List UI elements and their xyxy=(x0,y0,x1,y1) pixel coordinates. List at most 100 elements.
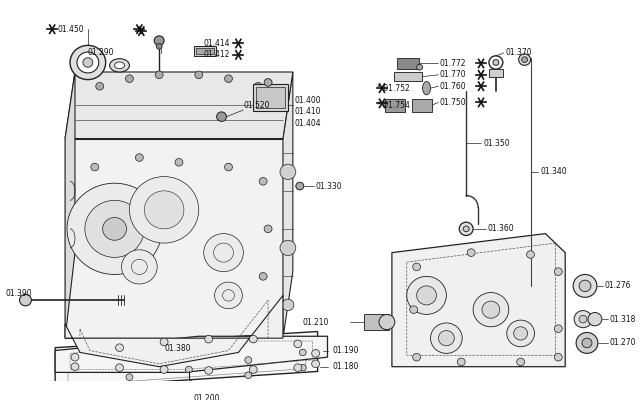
Circle shape xyxy=(160,366,168,373)
Polygon shape xyxy=(65,295,283,367)
Circle shape xyxy=(264,79,272,86)
Circle shape xyxy=(116,344,123,352)
Circle shape xyxy=(217,112,226,122)
Circle shape xyxy=(204,335,213,343)
Circle shape xyxy=(280,240,296,256)
Bar xyxy=(394,72,422,82)
Polygon shape xyxy=(65,72,293,138)
Circle shape xyxy=(184,384,194,393)
Text: 01.318: 01.318 xyxy=(610,315,636,324)
Circle shape xyxy=(204,367,213,374)
Text: 01.414: 01.414 xyxy=(204,39,230,48)
Circle shape xyxy=(431,323,462,353)
Circle shape xyxy=(129,176,199,243)
Bar xyxy=(489,69,503,77)
Text: * 01.754: * 01.754 xyxy=(377,101,410,110)
Circle shape xyxy=(269,100,277,107)
Circle shape xyxy=(264,225,272,233)
Bar xyxy=(397,58,419,69)
Circle shape xyxy=(249,366,257,373)
Circle shape xyxy=(407,276,446,314)
Polygon shape xyxy=(55,332,318,388)
Text: 01.410: 01.410 xyxy=(295,108,322,116)
Text: 01.190: 01.190 xyxy=(332,346,359,355)
Text: 01.412: 01.412 xyxy=(204,50,230,59)
Circle shape xyxy=(67,183,162,274)
Circle shape xyxy=(521,57,527,62)
Circle shape xyxy=(296,182,303,190)
Circle shape xyxy=(574,310,592,328)
Circle shape xyxy=(413,353,421,361)
Circle shape xyxy=(282,299,294,310)
Circle shape xyxy=(312,360,320,368)
Text: 01.404: 01.404 xyxy=(295,119,322,128)
Text: 01.520: 01.520 xyxy=(243,101,270,110)
Bar xyxy=(256,87,285,108)
Text: 01.450: 01.450 xyxy=(57,25,84,34)
Circle shape xyxy=(514,327,527,340)
Text: 01.200: 01.200 xyxy=(194,394,221,400)
Polygon shape xyxy=(392,234,565,367)
Circle shape xyxy=(493,60,499,65)
Circle shape xyxy=(245,372,252,378)
Circle shape xyxy=(71,363,79,370)
Circle shape xyxy=(144,191,184,229)
Circle shape xyxy=(439,330,455,346)
Text: 01.276: 01.276 xyxy=(605,281,631,290)
Circle shape xyxy=(126,374,133,380)
Polygon shape xyxy=(65,138,283,338)
Circle shape xyxy=(294,340,302,348)
Circle shape xyxy=(245,357,252,363)
Circle shape xyxy=(91,163,99,171)
Circle shape xyxy=(312,350,320,357)
Circle shape xyxy=(582,338,592,348)
Circle shape xyxy=(195,71,203,79)
Circle shape xyxy=(85,200,144,257)
Text: 01.760: 01.760 xyxy=(439,82,466,91)
Circle shape xyxy=(136,154,143,161)
Text: 01.400: 01.400 xyxy=(295,96,322,105)
Circle shape xyxy=(204,234,243,272)
Bar xyxy=(412,99,431,112)
Text: 01.772: 01.772 xyxy=(439,59,466,68)
Circle shape xyxy=(473,292,509,327)
Circle shape xyxy=(96,82,104,90)
Circle shape xyxy=(125,75,133,82)
Text: 01.210: 01.210 xyxy=(303,318,329,326)
Text: 01.360: 01.360 xyxy=(488,224,514,233)
Circle shape xyxy=(463,226,469,232)
Circle shape xyxy=(259,272,267,280)
Text: 01.750: 01.750 xyxy=(439,98,466,107)
Text: * 01.752: * 01.752 xyxy=(377,84,410,93)
Circle shape xyxy=(185,380,192,386)
Bar xyxy=(364,314,389,330)
Circle shape xyxy=(417,286,437,305)
Text: 01.370: 01.370 xyxy=(506,48,532,58)
Circle shape xyxy=(554,268,562,276)
Circle shape xyxy=(71,353,79,361)
Text: 01.290: 01.290 xyxy=(88,48,114,58)
Circle shape xyxy=(457,358,465,366)
Polygon shape xyxy=(55,336,327,372)
Circle shape xyxy=(576,332,598,353)
Bar xyxy=(253,84,288,111)
Circle shape xyxy=(116,364,123,372)
Text: 01.330: 01.330 xyxy=(316,182,342,190)
Text: 01.350: 01.350 xyxy=(483,139,510,148)
Circle shape xyxy=(126,385,133,392)
Circle shape xyxy=(103,218,127,240)
Polygon shape xyxy=(65,72,75,338)
Circle shape xyxy=(249,335,257,343)
Circle shape xyxy=(579,280,591,292)
Circle shape xyxy=(527,251,534,258)
Circle shape xyxy=(254,82,262,90)
Text: 01.770: 01.770 xyxy=(439,70,466,79)
Circle shape xyxy=(280,164,296,180)
Bar xyxy=(385,99,404,112)
Circle shape xyxy=(519,54,530,65)
Circle shape xyxy=(554,325,562,332)
Circle shape xyxy=(77,52,99,73)
Polygon shape xyxy=(283,72,293,338)
Circle shape xyxy=(417,64,422,70)
Circle shape xyxy=(155,71,163,79)
